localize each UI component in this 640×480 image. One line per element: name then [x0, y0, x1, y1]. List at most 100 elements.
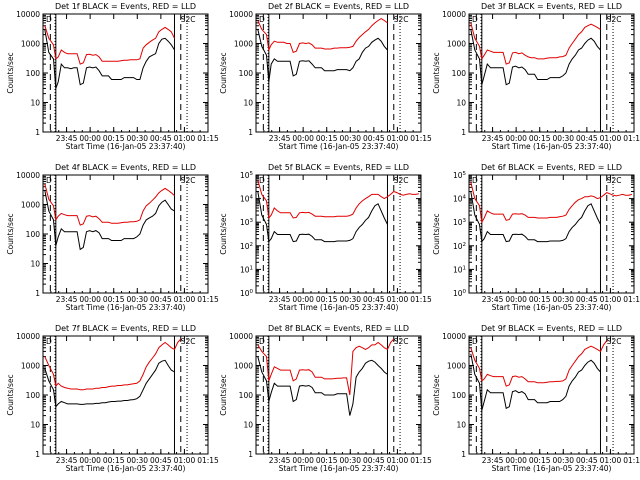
panel-det-9: Det 9f BLACK = Events, RED = LLD 1 10 100 10…: [432, 324, 640, 473]
y-axis-label: Counts/sec: [6, 213, 15, 254]
x-tick-label: 01:00: [174, 295, 196, 304]
x-tick-label: 23:45: [482, 134, 504, 143]
y-tick-label: 100: [26, 230, 41, 239]
legend-glyph-s2c: S2C: [181, 337, 196, 346]
plot-frame: [255, 174, 422, 294]
plot-frame: [468, 13, 635, 133]
series-line-lld: [44, 183, 175, 226]
x-tick-label: 00:00: [505, 456, 527, 465]
x-tick-label: 01:15: [197, 295, 219, 304]
legend-glyph-s2c: S2C: [394, 15, 409, 24]
legend-glyph-s2c: S2C: [607, 337, 622, 346]
y-tick-label: 10000: [16, 332, 40, 341]
x-tick-label: 23:45: [56, 295, 78, 304]
y-tick-label: 1000: [447, 362, 466, 371]
y-tick-label: 10000: [16, 171, 40, 180]
y-tick-label: 105: [240, 171, 254, 180]
x-tick-label: 01:00: [387, 134, 409, 143]
y-tick-label: 105: [453, 171, 467, 180]
y-tick-label: 10: [456, 421, 466, 430]
x-tick-label: 23:45: [56, 134, 78, 143]
x-tick-label: 01:00: [174, 134, 196, 143]
y-tick-label: 1000: [21, 201, 40, 210]
x-tick-label: 23:45: [269, 456, 291, 465]
y-tick-label: 10: [30, 99, 40, 108]
legend-glyph-s2c: S2C: [394, 176, 409, 185]
x-tick-label: 00:15: [529, 295, 551, 304]
y-tick-label: 1: [461, 450, 466, 459]
x-axis-label: Start Time (16-Jan-05 23:37:40): [279, 142, 399, 151]
x-tick-label: 00:00: [505, 134, 527, 143]
x-tick-label: 00:15: [529, 456, 551, 465]
y-tick-label: 1000: [21, 40, 40, 49]
x-tick-label: 00:30: [339, 295, 361, 304]
x-tick-label: 00:30: [126, 295, 148, 304]
x-tick-label: 00:30: [339, 456, 361, 465]
y-tick-label: 1: [35, 289, 40, 298]
panel-det-8: Det 8f BLACK = Events, RED = LLD 1 10 100 10…: [219, 324, 432, 473]
y-tick-label: 10000: [229, 332, 253, 341]
x-tick-label: 00:00: [79, 295, 101, 304]
legend-glyph: D: [259, 176, 265, 185]
plot-frame: [468, 335, 635, 455]
x-tick-label: 00:15: [529, 134, 551, 143]
series-line-lld: [257, 18, 388, 54]
panel-det-2: Det 2f BLACK = Events, RED = LLD 1 10 100 10…: [219, 2, 432, 151]
x-tick-label: 00:00: [292, 295, 314, 304]
x-tick-label: 01:00: [174, 456, 196, 465]
y-tick-label: 1: [461, 128, 466, 137]
panel-det-4: Det 4f BLACK = Events, RED = LLD 1 10 100 10…: [6, 163, 219, 312]
x-tick-label: 00:45: [363, 134, 385, 143]
x-tick-label: 01:15: [623, 295, 640, 304]
y-tick-label: 1000: [447, 40, 466, 49]
x-tick-label: 01:15: [197, 134, 219, 143]
y-tick-label: 1: [248, 450, 253, 459]
series-line-lld: [44, 25, 175, 65]
panel-title: Det 3f BLACK = Events, RED = LLD: [481, 2, 622, 11]
x-tick-label: 00:15: [316, 456, 338, 465]
series-line-events: [44, 359, 175, 408]
y-tick-label: 101: [240, 265, 253, 274]
x-axis-label: Start Time (16-Jan-05 23:37:40): [492, 303, 612, 312]
series-line-lld: [470, 22, 601, 65]
x-tick-label: 00:45: [150, 134, 172, 143]
x-tick-label: 23:45: [269, 134, 291, 143]
series-line-events: [470, 353, 601, 411]
series-line-lld: [257, 180, 419, 220]
x-tick-label: 01:15: [623, 456, 640, 465]
panel-title: Det 1f BLACK = Events, RED = LLD: [55, 2, 196, 11]
x-tick-label: 00:45: [150, 295, 172, 304]
y-tick-label: 104: [453, 195, 467, 204]
x-tick-label: 23:45: [56, 456, 78, 465]
x-tick-label: 23:45: [482, 456, 504, 465]
x-tick-label: 01:15: [410, 456, 432, 465]
x-axis-label: Start Time (16-Jan-05 23:37:40): [66, 303, 186, 312]
x-tick-label: 00:00: [292, 134, 314, 143]
y-tick-label: 100: [239, 391, 254, 400]
y-axis-label: Counts/sec: [6, 374, 15, 415]
series-line-events: [44, 29, 175, 89]
x-tick-label: 00:30: [552, 134, 574, 143]
y-tick-label: 101: [453, 265, 466, 274]
y-tick-label: 10000: [229, 10, 253, 19]
panel-title: Det 4f BLACK = Events, RED = LLD: [55, 163, 196, 172]
series-line-events: [257, 356, 388, 416]
series-line-events: [257, 191, 388, 243]
x-tick-label: 00:45: [576, 295, 598, 304]
legend-glyph: D: [259, 15, 265, 24]
x-tick-label: 00:15: [103, 456, 125, 465]
y-axis-label: Counts/sec: [219, 374, 228, 415]
x-tick-label: 00:45: [363, 456, 385, 465]
legend-glyph: D: [472, 15, 478, 24]
series-line-lld: [470, 340, 608, 387]
x-axis-label: Start Time (16-Jan-05 23:37:40): [66, 464, 186, 473]
legend-glyph: D: [46, 337, 52, 346]
panel-det-3: Det 3f BLACK = Events, RED = LLD 1 10 100 10…: [432, 2, 640, 151]
y-tick-label: 100: [452, 391, 467, 400]
legend-glyph: D: [472, 176, 478, 185]
y-tick-label: 1: [248, 128, 253, 137]
y-tick-label: 10: [243, 421, 253, 430]
x-axis-label: Start Time (16-Jan-05 23:37:40): [66, 142, 186, 151]
panel-det-7: Det 7f BLACK = Events, RED = LLD 1 10 100 10…: [6, 324, 219, 473]
series-line-lld: [470, 181, 633, 224]
